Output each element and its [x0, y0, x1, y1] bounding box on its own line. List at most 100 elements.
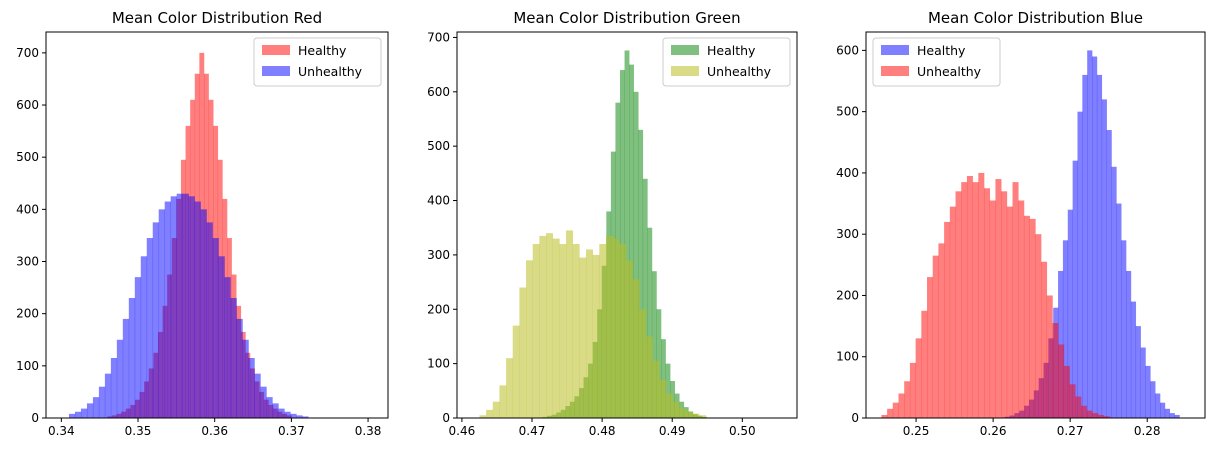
y-tick-label: 700 [16, 46, 39, 60]
y-tick-label: 0 [31, 411, 39, 425]
histogram-bar [236, 318, 243, 418]
histogram-bar [685, 411, 693, 418]
histogram-bar [1155, 393, 1161, 418]
histogram-bar [492, 401, 500, 418]
histogram-bar [1069, 384, 1076, 418]
histogram-bar [98, 386, 106, 418]
x-tick-label: 0.38 [355, 424, 382, 438]
histogram-bar [1145, 365, 1151, 418]
histogram-bar [188, 196, 195, 418]
histogram-bar [532, 244, 540, 418]
histogram-bar [881, 414, 888, 418]
series-unhealthy-bars [479, 230, 707, 418]
histogram-bar [915, 338, 922, 418]
histogram-bar [1135, 326, 1141, 418]
histogram-bar [579, 257, 587, 418]
histogram-bar [1080, 405, 1087, 418]
histogram-bar [1098, 414, 1105, 418]
histogram-bar [110, 358, 118, 418]
histogram-bar [152, 222, 160, 418]
histogram-bar [892, 402, 899, 418]
histogram-bar [486, 409, 494, 418]
histogram-bar [572, 244, 580, 418]
legend-label-healthy: Healthy [707, 43, 756, 58]
y-tick-label: 500 [836, 105, 859, 119]
histogram-bar [80, 408, 88, 418]
y-tick-label: 200 [16, 307, 39, 321]
histogram-bar [1001, 191, 1008, 418]
histogram-bar [278, 408, 285, 418]
histogram-bar [479, 415, 487, 418]
histogram-bar [206, 222, 213, 418]
histogram-bar [254, 373, 261, 418]
histogram-bar [995, 179, 1002, 418]
histogram-bar [949, 206, 956, 418]
y-tick-label: 400 [836, 166, 859, 180]
chart-panel-1: 0.46 0.47 0.48 0.49 0.50 0 100 200 300 400 500 600 7… [427, 9, 798, 438]
histogram-bar [212, 238, 219, 418]
legend: Healthy Unhealthy [872, 37, 1001, 87]
axes-frame [45, 31, 389, 419]
histogram-bar [170, 196, 177, 418]
histogram-bar [539, 235, 547, 418]
histogram-bar [1052, 323, 1059, 418]
y-tick-label: 600 [836, 43, 859, 57]
histogram-bar [898, 393, 905, 418]
histogram-bar [1029, 218, 1036, 418]
histogram-bar [955, 191, 962, 418]
x-tick-label: 0.27 [1057, 424, 1084, 438]
histogram-bar [224, 277, 231, 418]
x-tick-label: 0.34 [48, 424, 75, 438]
histogram-bar [1086, 410, 1093, 418]
histogram-bar [512, 325, 520, 418]
legend-swatch-unhealthy [671, 66, 699, 76]
histogram-bar [921, 310, 928, 418]
histogram-bar [1082, 74, 1088, 418]
histogram-bar [296, 415, 303, 418]
histogram-bar [74, 411, 82, 418]
histogram-bar [290, 413, 297, 418]
histogram-bar [122, 318, 130, 418]
histogram-bar [1035, 234, 1042, 418]
histogram-bar [672, 401, 680, 418]
histogram-bar [944, 221, 951, 418]
histogram-bar [1140, 347, 1146, 418]
y-tick-label: 100 [16, 359, 39, 373]
histogram-bar [546, 233, 553, 418]
histogram-bar [176, 193, 183, 418]
histogram-bar [989, 200, 996, 418]
histogram-bar [585, 249, 593, 418]
histogram-bar [1150, 381, 1156, 418]
histogram-bar [1103, 416, 1110, 418]
histogram-bar [1075, 396, 1082, 418]
histogram-bar [104, 373, 112, 418]
histogram-bar [612, 238, 620, 418]
x-tick-label: 0.26 [980, 424, 1007, 438]
y-tick-label: 200 [427, 302, 450, 316]
histogram-bar [284, 411, 291, 418]
x-tick-label: 0.36 [201, 424, 228, 438]
histogram-bar [1174, 414, 1180, 418]
histogram-bar [1096, 74, 1103, 418]
histogram-bar [1116, 203, 1122, 418]
histogram-bar [1077, 111, 1083, 418]
histogram-bar [629, 64, 634, 418]
legend-label-unhealthy: Unhealthy [917, 64, 982, 79]
histogram-bar [158, 209, 165, 418]
histogram-bar [624, 50, 630, 418]
chart-title: Mean Color Distribution Blue [928, 9, 1143, 27]
x-tick-label: 0.49 [659, 424, 686, 438]
histogram-bar [642, 178, 648, 418]
histogram-bar [938, 243, 945, 418]
legend-swatch-healthy [881, 45, 909, 55]
histogram-bar [665, 363, 671, 418]
histogram-bar [632, 279, 640, 418]
histogram-bar [605, 235, 613, 418]
histogram-bar [526, 260, 534, 418]
x-tick-label: 0.47 [519, 424, 546, 438]
histogram-bar [116, 339, 124, 418]
histogram-bar [506, 358, 514, 418]
histogram-bar [1062, 240, 1069, 418]
